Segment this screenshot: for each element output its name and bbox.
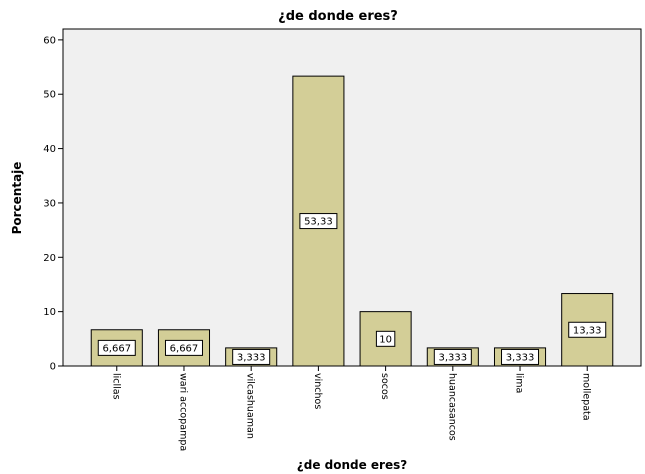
y-tick-label: 50 [43, 90, 56, 101]
data-label-box [164, 339, 203, 356]
chart-title: ¿de donde eres? [278, 9, 398, 24]
data-label: 10 [379, 334, 392, 345]
x-tick-label: vilcashuaman [245, 373, 256, 439]
data-label: 6,667 [170, 343, 199, 354]
x-tick-label: mollepata [581, 373, 592, 421]
x-axis-title: ¿de donde eres? [297, 458, 407, 472]
data-label-box [501, 348, 540, 365]
bars: 6,667 6,667 3,333 53,33 10 3,333 3,333 13,33 [90, 75, 614, 367]
x-tick-label: licllas [110, 373, 121, 400]
y-tick-label: 40 [43, 144, 56, 155]
x-axis: licllas wari accopampa vilcashuaman vinchos… [110, 366, 592, 451]
data-label-box [299, 213, 338, 230]
y-tick-label: 30 [43, 198, 56, 209]
y-tick-label: 20 [43, 253, 56, 264]
y-axis: 0 10 20 30 40 50 60 [43, 35, 63, 373]
x-tick-label: socos [379, 373, 390, 400]
x-tick-label: lima [514, 373, 525, 393]
data-label-box [97, 339, 136, 356]
data-label: 3,333 [438, 353, 467, 364]
x-tick-label: huancasancos [446, 373, 457, 441]
data-label-box [375, 330, 396, 347]
y-tick-label: 60 [43, 35, 56, 46]
data-label-box [433, 348, 472, 365]
data-label-box [568, 321, 607, 338]
plot-area [62, 28, 642, 367]
data-label: 3,333 [237, 353, 266, 364]
data-label: 3,333 [506, 353, 535, 364]
y-axis-title: Porcentaje [10, 162, 24, 235]
data-label-box [232, 348, 271, 365]
x-tick-label: wari accopampa [177, 373, 188, 451]
x-tick-label: vinchos [312, 373, 323, 409]
data-label: 6,667 [102, 343, 131, 354]
y-tick-label: 10 [43, 307, 56, 318]
y-tick-label: 0 [50, 362, 56, 373]
data-label: 53,33 [304, 217, 333, 228]
data-label: 13,33 [573, 325, 602, 336]
